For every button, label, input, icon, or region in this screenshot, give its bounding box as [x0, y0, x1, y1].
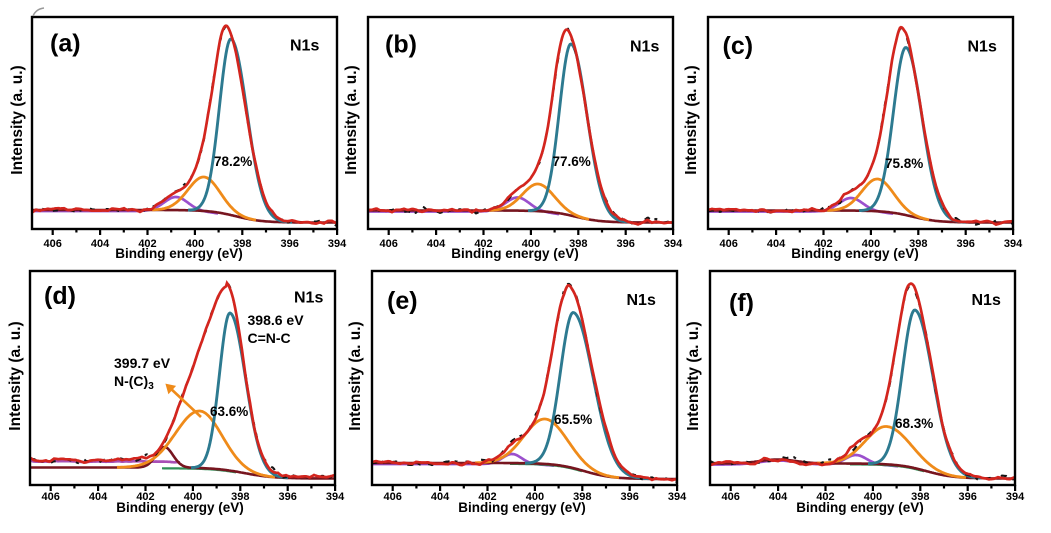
svg-text:75.8%: 75.8% [885, 156, 923, 171]
svg-text:398: 398 [231, 491, 249, 503]
svg-text:402: 402 [814, 238, 832, 250]
svg-text:(c): (c) [723, 32, 754, 60]
svg-text:Binding energy (eV): Binding energy (eV) [791, 246, 919, 261]
svg-text:400: 400 [862, 238, 880, 250]
svg-text:63.6%: 63.6% [210, 404, 248, 419]
svg-text:396: 396 [617, 238, 635, 250]
svg-text:402: 402 [138, 238, 156, 250]
svg-text:Binding energy (eV): Binding energy (eV) [116, 500, 244, 515]
svg-text:Binding energy (eV): Binding energy (eV) [451, 246, 579, 261]
svg-text:396: 396 [281, 238, 299, 250]
svg-text:394: 394 [328, 238, 347, 250]
svg-text:(f): (f) [729, 289, 754, 317]
svg-text:(a): (a) [50, 30, 81, 58]
svg-text:400: 400 [864, 491, 882, 503]
svg-text:N-(C)3: N-(C)3 [114, 373, 154, 392]
svg-text:Intensity (a. u.): Intensity (a. u.) [7, 321, 24, 430]
svg-text:78.2%: 78.2% [214, 154, 252, 169]
svg-text:404: 404 [769, 491, 788, 503]
svg-text:77.6%: 77.6% [553, 154, 591, 169]
svg-text:406: 406 [384, 491, 402, 503]
svg-text:398: 398 [911, 491, 929, 503]
svg-text:394: 394 [326, 491, 345, 503]
svg-text:399.7 eV: 399.7 eV [114, 355, 171, 371]
svg-text:394: 394 [668, 491, 687, 503]
svg-text:Binding energy (eV): Binding energy (eV) [796, 500, 924, 515]
svg-text:402: 402 [136, 491, 154, 503]
svg-text:(e): (e) [387, 287, 418, 315]
svg-text:404: 404 [89, 491, 108, 503]
svg-text:406: 406 [722, 491, 740, 503]
svg-text:N1s: N1s [290, 38, 319, 55]
svg-text:400: 400 [526, 491, 544, 503]
svg-text:404: 404 [431, 491, 450, 503]
svg-text:406: 406 [720, 238, 738, 250]
svg-text:(d): (d) [44, 282, 76, 310]
svg-text:398.6 eV: 398.6 eV [248, 312, 305, 328]
svg-text:N1s: N1s [972, 292, 1001, 309]
svg-text:402: 402 [816, 491, 834, 503]
svg-text:N1s: N1s [968, 39, 997, 56]
svg-text:(b): (b) [385, 31, 417, 59]
svg-text:402: 402 [474, 238, 492, 250]
svg-text:398: 398 [573, 491, 591, 503]
svg-text:400: 400 [522, 238, 540, 250]
svg-text:400: 400 [186, 238, 204, 250]
svg-text:398: 398 [569, 238, 587, 250]
svg-text:394: 394 [1004, 238, 1023, 250]
svg-text:404: 404 [427, 238, 446, 250]
svg-text:402: 402 [478, 491, 496, 503]
svg-text:Binding energy (eV): Binding energy (eV) [115, 246, 243, 261]
svg-text:396: 396 [279, 491, 297, 503]
svg-text:Intensity (a. u.): Intensity (a. u.) [343, 65, 360, 174]
svg-text:N1s: N1s [630, 39, 659, 56]
svg-text:C=N-C: C=N-C [248, 330, 291, 346]
svg-text:68.3%: 68.3% [895, 416, 933, 431]
svg-text:404: 404 [767, 238, 786, 250]
svg-text:N1s: N1s [627, 292, 656, 309]
svg-text:406: 406 [380, 238, 398, 250]
svg-text:406: 406 [42, 491, 60, 503]
svg-text:N1s: N1s [294, 290, 323, 307]
svg-text:394: 394 [1006, 491, 1025, 503]
svg-text:Intensity (a. u.): Intensity (a. u.) [347, 321, 364, 430]
svg-text:398: 398 [909, 238, 927, 250]
svg-text:394: 394 [664, 238, 683, 250]
svg-text:398: 398 [233, 238, 251, 250]
svg-text:Binding energy (eV): Binding energy (eV) [458, 500, 586, 515]
svg-text:396: 396 [959, 491, 977, 503]
svg-text:Intensity (a. u.): Intensity (a. u.) [9, 65, 26, 174]
svg-text:404: 404 [91, 238, 110, 250]
svg-text:Intensity (a. u.): Intensity (a. u.) [685, 321, 702, 430]
svg-text:396: 396 [621, 491, 639, 503]
svg-text:Intensity (a. u.): Intensity (a. u.) [683, 65, 700, 174]
svg-text:65.5%: 65.5% [554, 412, 592, 427]
svg-text:396: 396 [957, 238, 975, 250]
svg-text:406: 406 [44, 238, 62, 250]
svg-text:400: 400 [184, 491, 202, 503]
